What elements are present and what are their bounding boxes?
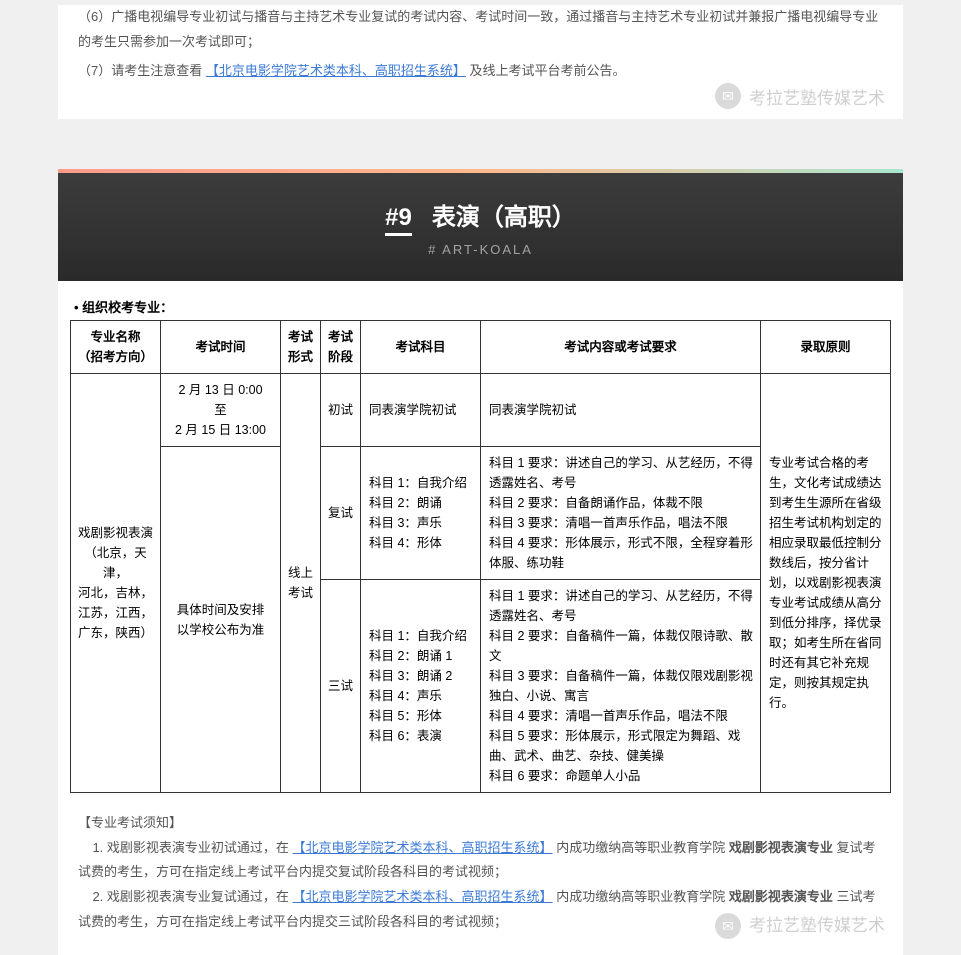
wechat-icon: ✉ [715,83,741,109]
table-section: • 组织校考专业： 专业名称（招考方向） 考试时间 考试形式 考试阶段 考试科目… [58,281,903,803]
th-rule: 录取原则 [761,321,891,374]
system-link[interactable]: 【北京电影学院艺术类本科、高职招生系统】 [293,840,553,855]
notice-7-pre: （7）请考生注意查看 [78,63,202,78]
cell-subj1: 同表演学院初试 [361,374,481,447]
cell-req3: 科目 1 要求：讲述自己的学习、从艺经历，不得透露姓名、考号科目 2 要求：自备… [481,580,761,793]
cell-req1: 同表演学院初试 [481,374,761,447]
cell-stage1: 初试 [321,374,361,447]
th-form: 考试形式 [281,321,321,374]
section-number: #9 [385,204,412,236]
notice-7: （7）请考生注意查看 【北京电影学院艺术类本科、高职招生系统】 及线上考试平台考… [78,59,883,84]
th-req: 考试内容或考试要求 [481,321,761,374]
watermark-text: 考拉艺塾传媒艺术 [749,84,885,109]
section-name: 表演（高职） [432,204,576,231]
system-link[interactable]: 【北京电影学院艺术类本科、高职招生系统】 [293,889,553,904]
notice-6: （6）广播电视编导专业初试与播音与主持艺术专业复试的考试内容、考试时间一致，通过… [78,5,883,54]
exam-table: 专业名称（招考方向） 考试时间 考试形式 考试阶段 考试科目 考试内容或考试要求… [70,320,891,793]
cell-form: 线上考试 [281,374,321,793]
spacer [0,119,961,169]
notice-7-post: 及线上考试平台考前公告。 [470,63,626,78]
wechat-icon: ✉ [715,913,741,939]
section-subtitle: # ART-KOALA [58,242,903,257]
cell-stage2: 复试 [321,447,361,580]
section-header: #9 表演（高职） # ART-KOALA [58,169,903,281]
main-card: #9 表演（高职） # ART-KOALA • 组织校考专业： 专业名称（招考方… [58,169,903,954]
cell-subj3: 科目 1：自我介绍科目 2：朗诵 1科目 3：朗诵 2科目 4：声乐科目 5：形… [361,580,481,793]
watermark: ✉ 考拉艺塾传媒艺术 [715,83,885,109]
section-title: #9 表演（高职） [58,197,903,232]
th-time: 考试时间 [161,321,281,374]
cell-stage3: 三试 [321,580,361,793]
footnote-title: 【专业考试须知】 [78,811,883,836]
cell-subj2: 科目 1：自我介绍科目 2：朗诵科目 3：声乐科目 4：形体 [361,447,481,580]
watermark: ✉ 考拉艺塾传媒艺术 [715,910,885,942]
cell-req2: 科目 1 要求：讲述自己的学习、从艺经历，不得透露姓名、考号科目 2 要求：自备… [481,447,761,580]
system-link[interactable]: 【北京电影学院艺术类本科、高职招生系统】 [206,63,466,78]
top-notice-card: ✉ 考拉艺塾传媒艺术 （6）广播电视编导专业初试与播音与主持艺术专业复试的考试内… [58,5,903,119]
cell-rule: 专业考试合格的考生，文化考试成绩达到考生生源所在省级招生考试机构划定的相应录取最… [761,374,891,793]
watermark-text: 考拉艺塾传媒艺术 [749,910,885,942]
cell-major: 戏剧影视表演（北京，天津，河北，吉林，江苏，江西，广东，陕西） [71,374,161,793]
cell-time2: 具体时间及安排以学校公布为准 [161,447,281,793]
cell-time1: 2 月 13 日 0:00至2 月 15 日 13:00 [161,374,281,447]
footnote-1: 1. 戏剧影视表演专业初试通过，在 【北京电影学院艺术类本科、高职招生系统】 内… [78,836,883,885]
th-major: 专业名称（招考方向） [71,321,161,374]
th-stage: 考试阶段 [321,321,361,374]
footnotes: ✉ 考拉艺塾传媒艺术 【专业考试须知】 1. 戏剧影视表演专业初试通过，在 【北… [58,803,903,954]
table-row: 戏剧影视表演（北京，天津，河北，吉林，江苏，江西，广东，陕西） 2 月 13 日… [71,374,891,447]
table-label: • 组织校考专业： [74,297,891,316]
th-subj: 考试科目 [361,321,481,374]
